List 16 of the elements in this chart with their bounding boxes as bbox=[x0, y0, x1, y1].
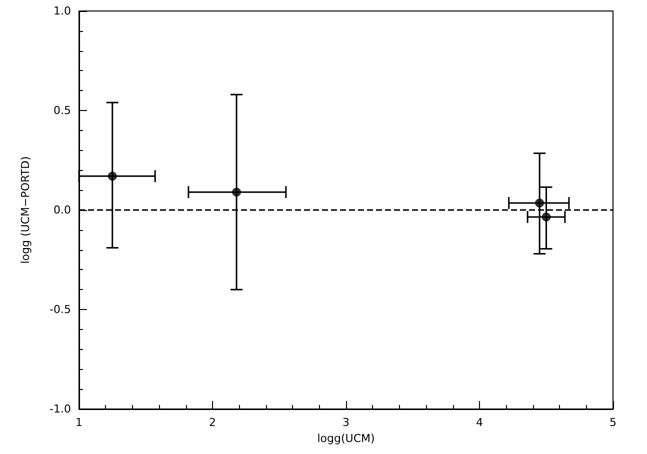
y-tick-label: 1.0 bbox=[54, 4, 71, 18]
x-tick-label: 5 bbox=[610, 416, 616, 429]
y-tick-label: -1.0 bbox=[50, 402, 71, 416]
x-tick-label: 4 bbox=[476, 416, 483, 429]
x-tick-label: 1 bbox=[76, 416, 82, 429]
point bbox=[232, 188, 242, 197]
y-tick-label: 0.0 bbox=[54, 204, 71, 216]
x-tick-label: 2 bbox=[209, 416, 216, 429]
y-axis-title: logg (UCM−PORTD) bbox=[19, 156, 32, 264]
x-tick-label: 3 bbox=[342, 416, 350, 429]
point bbox=[542, 212, 551, 222]
y-tick-label: -0.5 bbox=[50, 303, 71, 316]
y-tick-label: 0.5 bbox=[54, 104, 71, 117]
point bbox=[535, 198, 544, 208]
x-axis-title: logg(UCM) bbox=[317, 432, 375, 445]
point bbox=[108, 172, 117, 181]
